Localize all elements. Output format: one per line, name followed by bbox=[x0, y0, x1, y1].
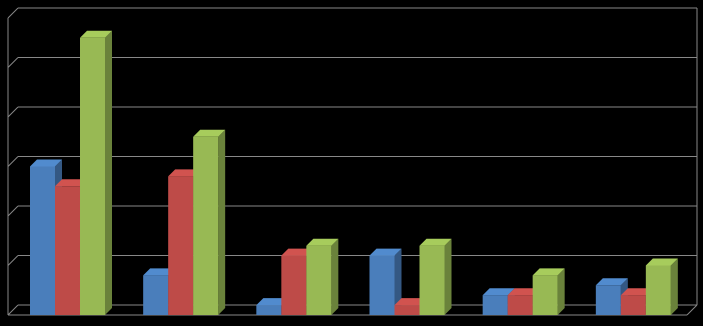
bar bbox=[143, 275, 169, 315]
bar-top bbox=[620, 288, 653, 296]
bar-top bbox=[30, 159, 62, 167]
grid-line-side bbox=[7, 304, 19, 316]
grid-line-side bbox=[7, 57, 19, 68]
bar bbox=[532, 275, 558, 315]
bar-top bbox=[281, 248, 314, 256]
bar-top bbox=[645, 258, 678, 266]
bar-top bbox=[306, 238, 339, 246]
bar-top bbox=[507, 288, 540, 296]
bar-top bbox=[168, 169, 201, 177]
bar-top bbox=[419, 238, 452, 246]
bar bbox=[595, 285, 621, 315]
bar bbox=[507, 295, 533, 315]
bar-top bbox=[532, 268, 565, 276]
bar bbox=[419, 245, 445, 315]
grid-line-side bbox=[7, 255, 19, 266]
bar bbox=[168, 176, 194, 315]
bar bbox=[193, 136, 219, 315]
floor-edge bbox=[686, 304, 698, 316]
grid-line-side bbox=[7, 7, 19, 19]
bar-top bbox=[80, 30, 112, 38]
bar-side bbox=[105, 30, 112, 316]
bar bbox=[482, 295, 508, 315]
bar bbox=[645, 265, 671, 315]
bar-top bbox=[55, 179, 87, 187]
bar-top bbox=[482, 288, 515, 296]
bar-top bbox=[394, 298, 427, 306]
grid-line-side bbox=[7, 106, 19, 118]
bar bbox=[80, 37, 105, 316]
bar bbox=[55, 186, 80, 315]
bar-side bbox=[394, 248, 402, 315]
bar-top bbox=[256, 298, 289, 306]
bar-side bbox=[670, 258, 678, 315]
bar-top bbox=[369, 248, 402, 256]
bar bbox=[306, 245, 332, 315]
grid-line-side bbox=[7, 156, 19, 167]
bar bbox=[620, 295, 646, 315]
bar bbox=[369, 255, 395, 315]
bar-top bbox=[143, 268, 176, 276]
bar-side bbox=[218, 129, 226, 315]
bar bbox=[30, 166, 55, 315]
bar-top bbox=[193, 129, 226, 137]
bar bbox=[281, 255, 307, 315]
bar-side bbox=[557, 268, 565, 315]
bar-side bbox=[444, 238, 452, 315]
bar-side bbox=[331, 238, 339, 315]
grid-line-side bbox=[7, 205, 19, 217]
bar-top bbox=[595, 278, 628, 286]
bar bbox=[256, 305, 282, 315]
bar bbox=[394, 305, 420, 315]
